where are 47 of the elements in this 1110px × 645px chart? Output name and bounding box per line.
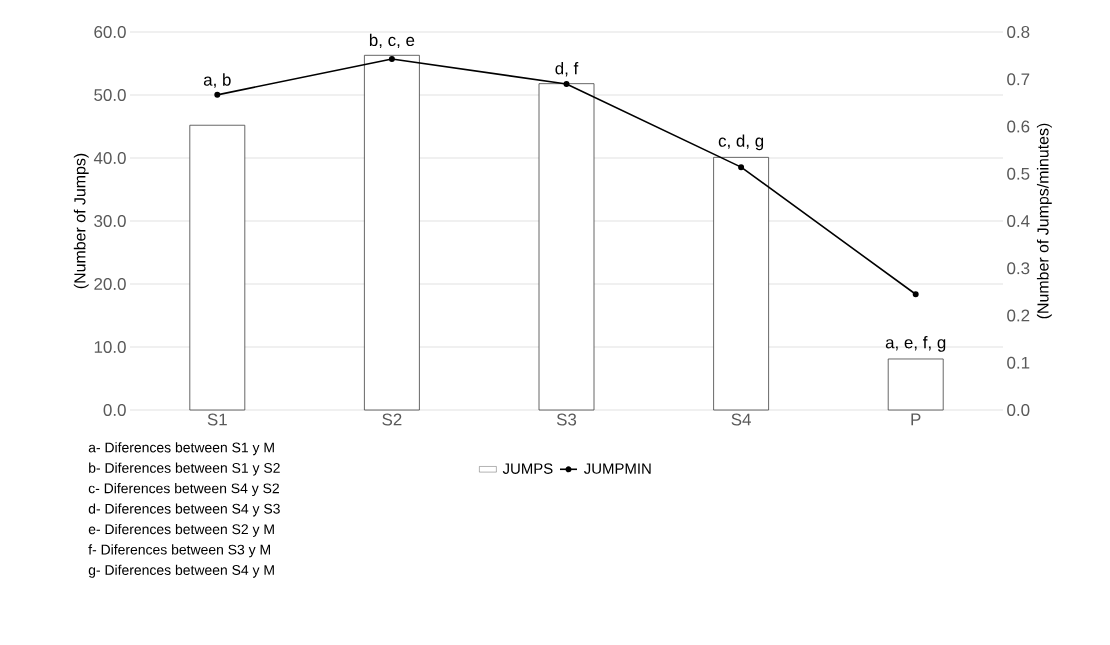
y-tick-label: 40.0 <box>93 152 126 164</box>
text: c- Diferences between S4 y S2 <box>88 483 279 497</box>
y2-tick-label: 0.0 <box>1007 404 1030 416</box>
x-tick-label: P <box>911 413 921 426</box>
x-tick-label: S1 <box>207 413 227 426</box>
annotation: d, f <box>555 62 579 77</box>
y2-tick-label: 0.4 <box>1007 215 1030 228</box>
y-tick-label: 30.0 <box>94 215 126 227</box>
legend-label: JUMPS <box>502 463 553 474</box>
point <box>214 91 221 98</box>
x-tick-label: S4 <box>731 413 751 426</box>
point <box>738 164 745 171</box>
y-tick-label: 0.0 <box>103 404 126 416</box>
text: d- Diferences between S4 y S3 <box>88 503 280 517</box>
point <box>912 291 919 298</box>
text: f- Diferences between S3 y M <box>88 544 270 558</box>
text: g- Diferences between S4 y M <box>88 564 274 578</box>
y2-axis-title: (Number of Jumps/minutes) <box>1036 123 1052 319</box>
legend-label: JUMPMIN <box>584 463 651 474</box>
x-tick-label: S2 <box>382 413 402 426</box>
bar <box>538 83 595 411</box>
bar <box>887 358 944 411</box>
y2-tick-label: 0.6 <box>1007 120 1030 133</box>
text: a- Diferences between S1 y M <box>88 442 274 456</box>
bar <box>713 156 769 411</box>
text: b- Diferences between S1 y S2 <box>89 462 280 476</box>
y-tick-label: 60.0 <box>94 26 126 38</box>
annotation: a, b <box>203 73 231 88</box>
y2-tick-label: 0.2 <box>1007 309 1030 322</box>
y2-tick-label: 0.5 <box>1007 167 1030 180</box>
y2-tick-label: 0.8 <box>1007 26 1030 39</box>
annotation: b, c, e <box>369 33 415 49</box>
text: e- Diferences between S2 y M <box>88 523 274 537</box>
y2-tick-label: 0.7 <box>1007 73 1030 86</box>
y-tick-label: 10.0 <box>94 341 126 353</box>
x-tick-label: S3 <box>556 413 577 426</box>
bar <box>189 124 246 411</box>
y2-tick-label: 0.1 <box>1007 356 1030 369</box>
annotation: c, d, g <box>718 134 764 151</box>
y-tick-label: 50.0 <box>94 89 126 101</box>
bar <box>364 54 420 411</box>
point <box>388 55 395 62</box>
y2-tick-label: 0.3 <box>1007 262 1030 275</box>
point <box>563 80 570 87</box>
y-axis-title: (Number of Jumps) <box>73 153 89 289</box>
y-tick-label: 20.0 <box>94 278 126 290</box>
annotation: a, e, f, g <box>885 336 946 352</box>
